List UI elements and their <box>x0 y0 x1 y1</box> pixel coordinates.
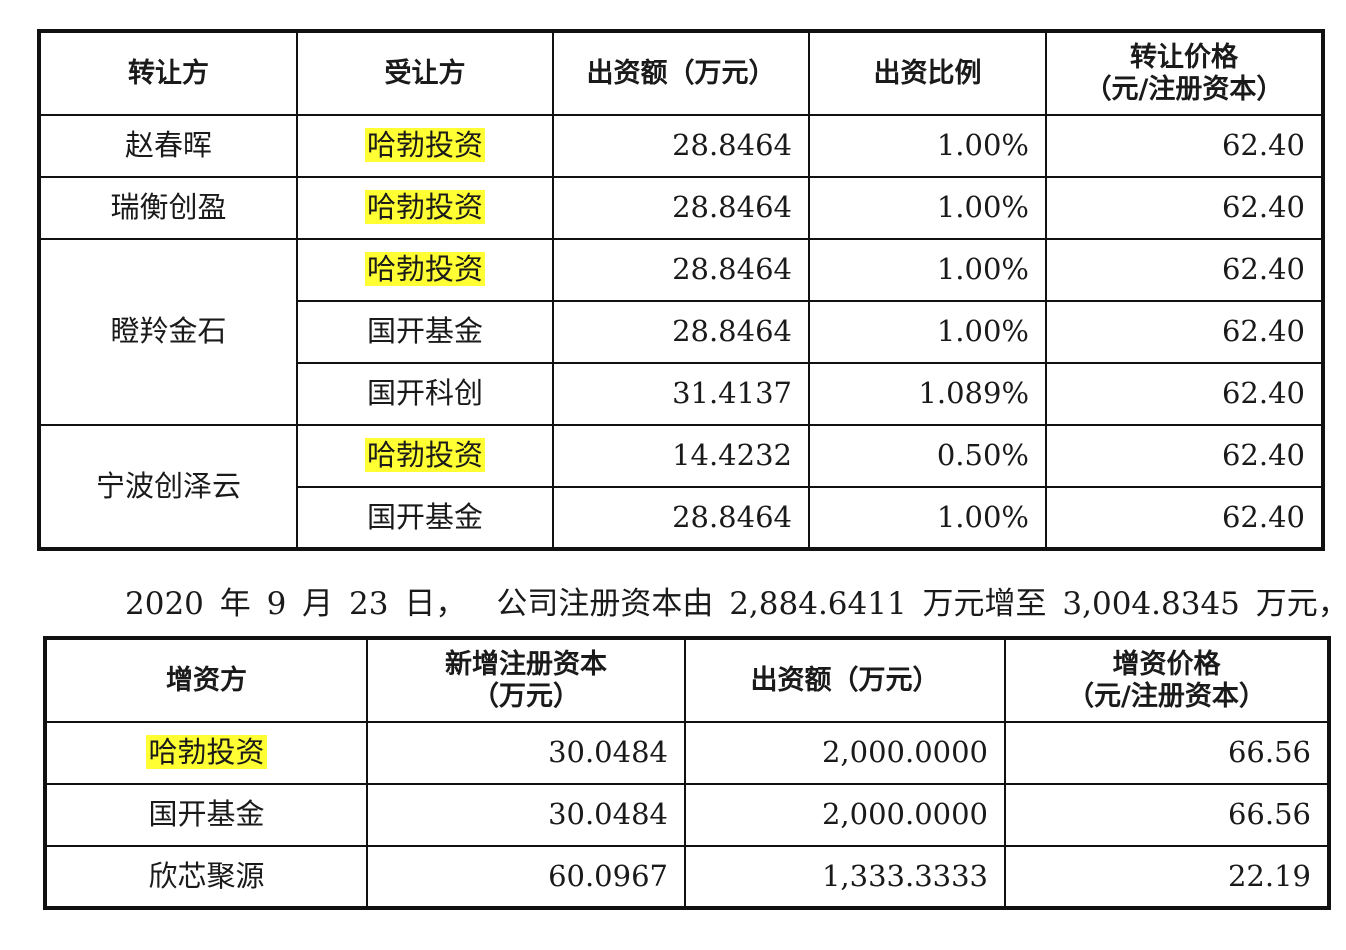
transferee-cell: 哈勃投资 <box>296 176 554 240</box>
amount-cell: 2,000.0000 <box>684 783 1006 847</box>
new-capital-cell: 30.0484 <box>366 783 686 847</box>
amount-cell: 2,000.0000 <box>684 721 1006 785</box>
header-new-capital-line2: （万元） <box>472 680 580 712</box>
header-ratio: 出资比例 <box>808 30 1047 116</box>
header-price-line2: （元/注册资本） <box>1067 680 1266 712</box>
transferor-cell: 赵春晖 <box>38 114 298 178</box>
sentence-date: 2020 年 9 月 23 日， <box>125 586 467 622</box>
transferee-cell: 国开科创 <box>296 362 554 426</box>
header-amount: 出资额（万元） <box>552 30 810 116</box>
transferor-cell: 宁波创泽云 <box>38 424 298 550</box>
ratio-cell: 1.089% <box>808 362 1047 426</box>
investor-cell: 欣芯聚源 <box>44 845 368 909</box>
price-cell: 62.40 <box>1045 238 1324 302</box>
table-row: 国开基金 28.8464 1.00% 62.40 <box>39 486 1324 550</box>
equity-transfer-table: 转让方 受让方 出资额（万元） 出资比例 转让价格 （元/注册资本） 赵春晖 哈… <box>37 29 1325 551</box>
header-transferee: 受让方 <box>296 30 554 116</box>
header-price-line1: 转让价格 <box>1130 42 1238 74</box>
highlighted-investor: 哈勃投资 <box>146 735 267 770</box>
amount-cell: 14.4232 <box>552 424 810 488</box>
amount-cell: 28.8464 <box>552 238 810 302</box>
highlighted-transferee: 哈勃投资 <box>364 190 485 225</box>
price-cell: 62.40 <box>1045 362 1324 426</box>
price-cell: 62.40 <box>1045 300 1324 364</box>
price-cell: 22.19 <box>1004 845 1330 909</box>
price-cell: 62.40 <box>1045 424 1324 488</box>
highlighted-transferee: 哈勃投资 <box>364 128 485 163</box>
table-row: 欣芯聚源 60.0967 1,333.3333 22.19 <box>44 845 1330 909</box>
header-price: 增资价格 （元/注册资本） <box>1004 637 1330 723</box>
table-row: 哈勃投资 30.0484 2,000.0000 66.56 <box>44 721 1330 785</box>
ratio-cell: 1.00% <box>808 300 1047 364</box>
transferee-cell: 哈勃投资 <box>296 114 554 178</box>
amount-cell: 28.8464 <box>552 300 810 364</box>
header-price-line1: 增资价格 <box>1112 649 1221 681</box>
capital-increase-sentence: 2020 年 9 月 23 日， 公司注册资本由 2,884.6411 万元增至 … <box>125 578 1346 623</box>
ratio-cell: 1.00% <box>808 486 1047 550</box>
capital-increase-table: 增资方 新增注册资本 （万元） 出资额（万元） 增资价格 （元/注册资本） 哈勃… <box>43 636 1331 910</box>
ratio-cell: 0.50% <box>808 424 1047 488</box>
header-transferor: 转让方 <box>38 30 298 116</box>
header-new-capital-line1: 新增注册资本 <box>445 649 607 681</box>
table-row: 赵春晖 哈勃投资 28.8464 1.00% 62.40 <box>38 114 1324 178</box>
table-row: 国开科创 31.4137 1.089% 62.40 <box>39 362 1324 426</box>
header-amount: 出资额（万元） <box>684 637 1006 723</box>
table-row: 国开基金 28.8464 1.00% 62.40 <box>39 300 1324 364</box>
transferee-cell: 国开基金 <box>296 486 554 550</box>
highlighted-transferee: 哈勃投资 <box>364 252 485 287</box>
new-capital-cell: 60.0967 <box>366 845 686 909</box>
amount-cell: 31.4137 <box>552 362 810 426</box>
ratio-cell: 1.00% <box>808 238 1047 302</box>
transferee-cell: 哈勃投资 <box>296 424 554 488</box>
header-price-line2: （元/注册资本） <box>1084 73 1284 105</box>
header-new-capital: 新增注册资本 （万元） <box>366 637 686 723</box>
ratio-cell: 1.00% <box>808 114 1047 178</box>
sentence-body: 公司注册资本由 2,884.6411 万元增至 3,004.8345 万元， <box>496 586 1346 622</box>
ratio-cell: 1.00% <box>808 176 1047 240</box>
table-row: 宁波创泽云 哈勃投资 14.4232 0.50% 62.40 <box>38 424 1324 550</box>
highlighted-transferee: 哈勃投资 <box>364 438 485 473</box>
amount-cell: 28.8464 <box>552 114 810 178</box>
header-price: 转让价格 （元/注册资本） <box>1045 30 1324 116</box>
investor-cell: 国开基金 <box>44 783 368 847</box>
amount-cell: 28.8464 <box>552 176 810 240</box>
header-investor: 增资方 <box>44 637 368 723</box>
transferor-cell: 瑞衡创盈 <box>38 176 298 240</box>
table-header-row: 转让方 受让方 出资额（万元） 出资比例 转让价格 （元/注册资本） <box>38 30 1324 116</box>
new-capital-cell: 30.0484 <box>366 721 686 785</box>
table-row: 瞪羚金石 哈勃投资 28.8464 1.00% 62.40 <box>38 238 1324 426</box>
price-cell: 66.56 <box>1004 721 1330 785</box>
price-cell: 62.40 <box>1045 114 1324 178</box>
price-cell: 62.40 <box>1045 486 1324 550</box>
transferee-cell: 哈勃投资 <box>296 238 554 302</box>
table-row: 国开基金 30.0484 2,000.0000 66.56 <box>44 783 1330 847</box>
amount-cell: 28.8464 <box>552 486 810 550</box>
transferor-cell: 瞪羚金石 <box>38 238 298 426</box>
amount-cell: 1,333.3333 <box>684 845 1006 909</box>
price-cell: 66.56 <box>1004 783 1330 847</box>
investor-cell: 哈勃投资 <box>44 721 368 785</box>
transferee-cell: 国开基金 <box>296 300 554 364</box>
price-cell: 62.40 <box>1045 176 1324 240</box>
table-row: 瑞衡创盈 哈勃投资 28.8464 1.00% 62.40 <box>38 176 1324 240</box>
table-header-row: 增资方 新增注册资本 （万元） 出资额（万元） 增资价格 （元/注册资本） <box>44 637 1330 723</box>
